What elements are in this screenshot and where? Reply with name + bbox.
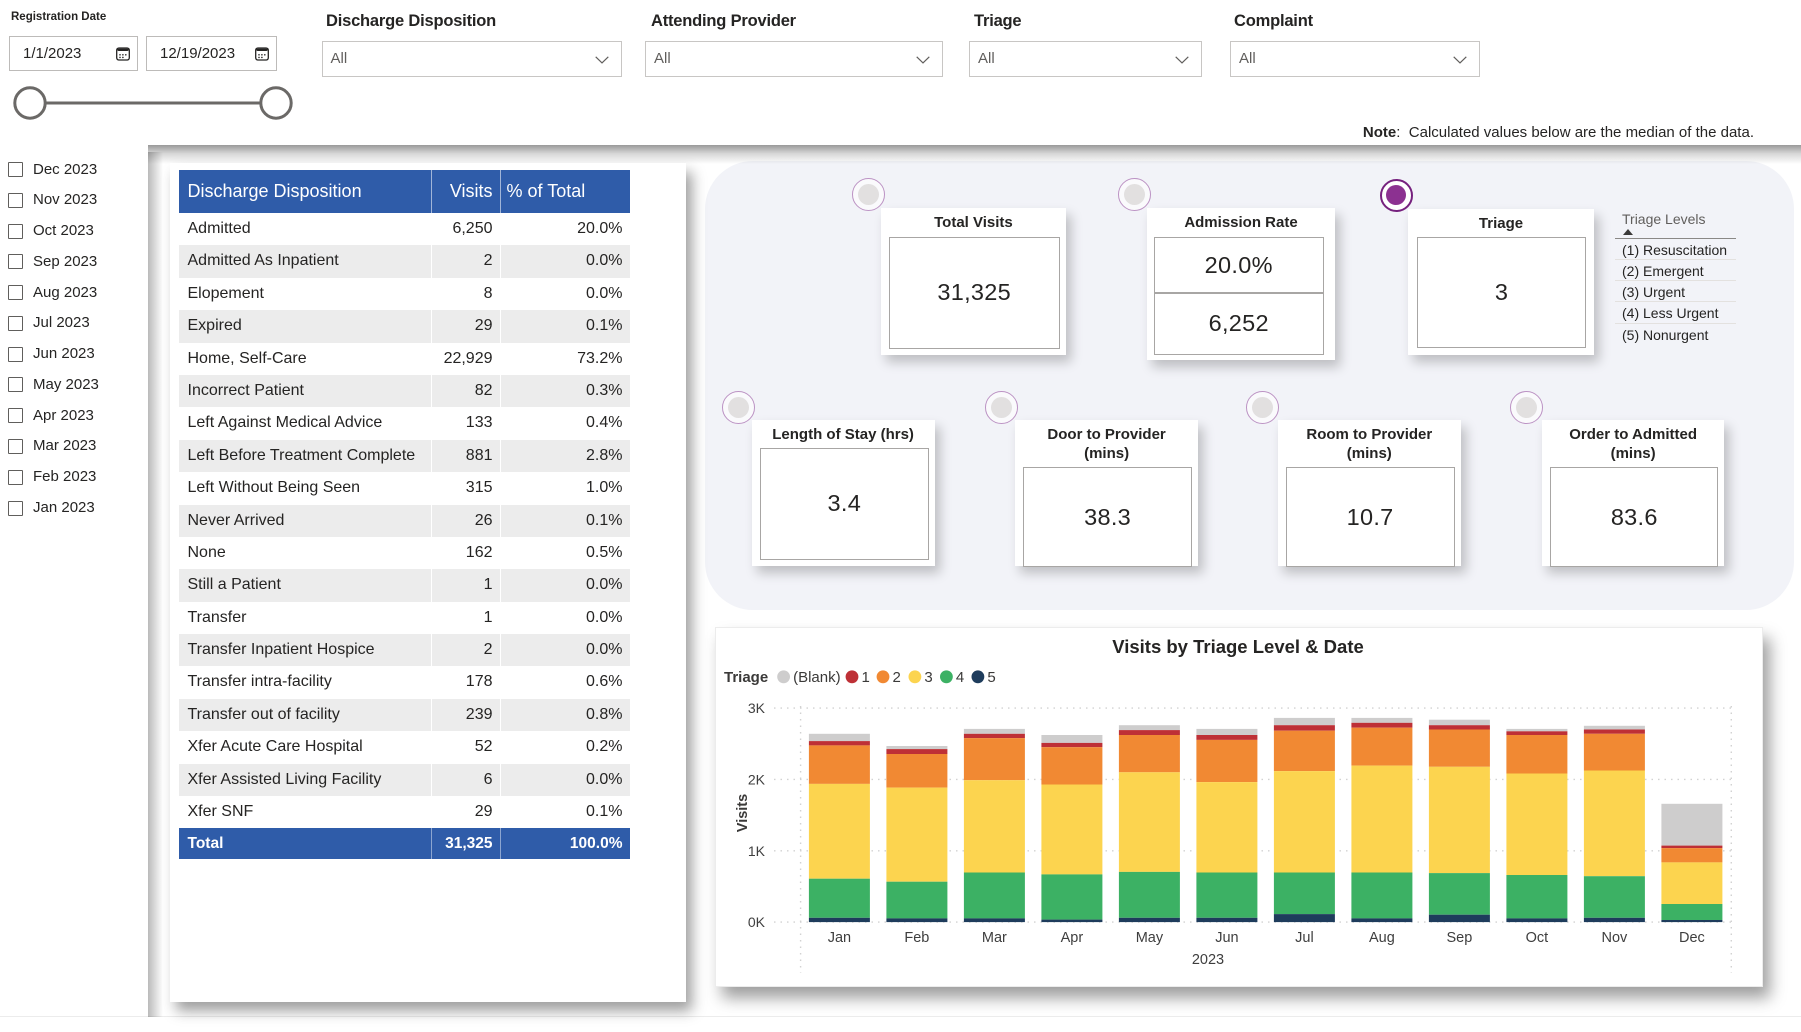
svg-text:4: 4 <box>956 669 964 686</box>
svg-text:2023: 2023 <box>1192 952 1224 968</box>
svg-text:Jul: Jul <box>1295 930 1314 946</box>
svg-text:(Blank): (Blank) <box>793 669 841 686</box>
svg-text:0K: 0K <box>748 914 766 930</box>
svg-text:2: 2 <box>893 669 901 686</box>
svg-text:Feb: Feb <box>904 930 929 946</box>
svg-text:May: May <box>1136 930 1164 946</box>
svg-text:Visits by Triage Level & Date: Visits by Triage Level & Date <box>1112 636 1364 657</box>
svg-text:5: 5 <box>987 669 995 686</box>
svg-text:Jun: Jun <box>1215 930 1238 946</box>
svg-text:Dec: Dec <box>1679 930 1705 946</box>
svg-text:2K: 2K <box>748 771 766 787</box>
svg-text:3K: 3K <box>748 700 766 716</box>
svg-text:Apr: Apr <box>1061 930 1084 946</box>
svg-text:3: 3 <box>924 669 932 686</box>
svg-text:Mar: Mar <box>982 930 1007 946</box>
svg-text:Nov: Nov <box>1602 930 1629 946</box>
svg-text:1: 1 <box>862 669 870 686</box>
svg-text:Triage: Triage <box>724 669 768 686</box>
svg-text:Aug: Aug <box>1369 930 1395 946</box>
svg-text:Oct: Oct <box>1526 930 1549 946</box>
svg-text:Visits: Visits <box>735 794 751 832</box>
svg-text:Jan: Jan <box>828 930 851 946</box>
svg-text:Sep: Sep <box>1446 930 1472 946</box>
svg-text:1K: 1K <box>748 843 766 859</box>
